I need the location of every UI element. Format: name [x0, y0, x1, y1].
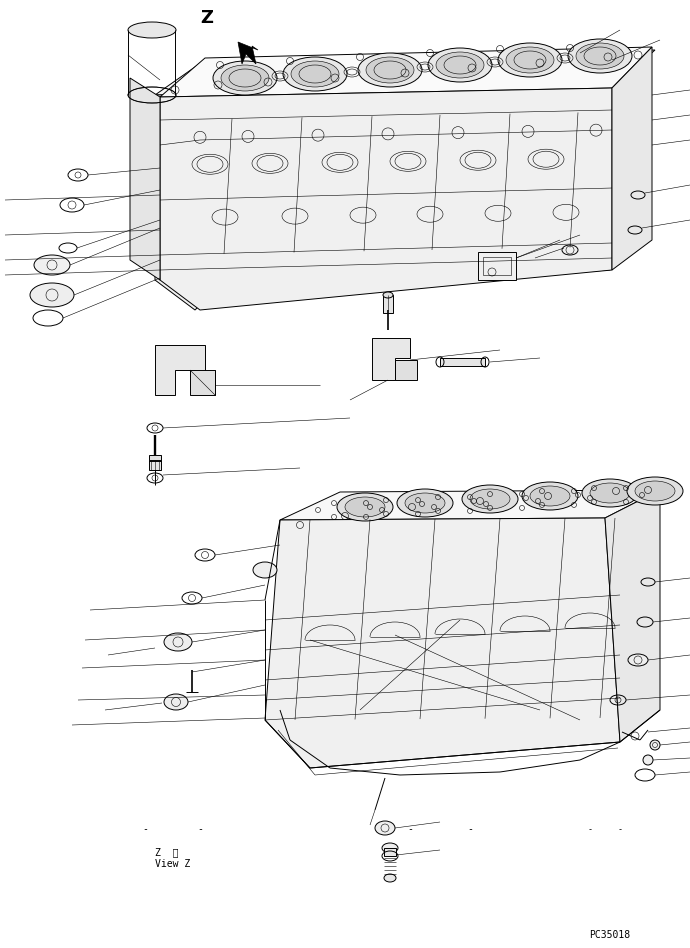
- Ellipse shape: [384, 874, 396, 882]
- Polygon shape: [372, 338, 410, 380]
- Text: -: -: [142, 824, 148, 834]
- Ellipse shape: [405, 493, 445, 513]
- Ellipse shape: [30, 283, 74, 307]
- Polygon shape: [280, 490, 660, 520]
- Text: -: -: [618, 825, 622, 834]
- Ellipse shape: [582, 479, 638, 507]
- Ellipse shape: [635, 481, 675, 501]
- Ellipse shape: [213, 61, 277, 95]
- Polygon shape: [130, 78, 160, 280]
- Ellipse shape: [498, 43, 562, 77]
- Ellipse shape: [428, 48, 492, 82]
- Ellipse shape: [337, 493, 393, 521]
- Bar: [383, 295, 393, 313]
- Polygon shape: [155, 50, 655, 95]
- Circle shape: [650, 740, 660, 750]
- Text: PC35018: PC35018: [589, 930, 630, 940]
- Ellipse shape: [522, 482, 578, 510]
- Ellipse shape: [34, 255, 70, 275]
- Ellipse shape: [397, 489, 453, 517]
- Ellipse shape: [164, 694, 188, 710]
- Bar: [149, 460, 161, 470]
- Polygon shape: [155, 345, 205, 395]
- Ellipse shape: [383, 292, 393, 298]
- Bar: [478, 252, 516, 280]
- Circle shape: [643, 755, 653, 765]
- Polygon shape: [238, 42, 258, 64]
- Polygon shape: [160, 47, 652, 97]
- Ellipse shape: [358, 53, 422, 87]
- Ellipse shape: [436, 52, 484, 78]
- Ellipse shape: [366, 57, 414, 83]
- Ellipse shape: [576, 43, 624, 69]
- Bar: [440, 358, 485, 366]
- Polygon shape: [160, 88, 612, 310]
- Bar: [483, 257, 511, 275]
- Ellipse shape: [627, 477, 683, 505]
- Ellipse shape: [590, 483, 630, 503]
- Ellipse shape: [568, 39, 632, 73]
- Ellipse shape: [470, 489, 510, 509]
- Ellipse shape: [462, 485, 518, 513]
- Polygon shape: [605, 490, 660, 742]
- Text: Z: Z: [201, 9, 213, 27]
- Ellipse shape: [628, 654, 648, 666]
- Ellipse shape: [530, 486, 570, 506]
- Text: Z  覧
View Z: Z 覧 View Z: [155, 847, 190, 868]
- Ellipse shape: [283, 57, 347, 91]
- Text: -: -: [587, 825, 593, 834]
- Ellipse shape: [375, 821, 395, 835]
- Ellipse shape: [253, 562, 277, 578]
- Bar: [384, 848, 396, 856]
- Polygon shape: [155, 90, 610, 310]
- Ellipse shape: [221, 65, 269, 91]
- Text: -: -: [197, 824, 203, 834]
- Polygon shape: [265, 518, 620, 768]
- Text: -: -: [467, 824, 473, 834]
- Ellipse shape: [345, 497, 385, 517]
- Ellipse shape: [128, 22, 176, 38]
- Bar: [149, 455, 161, 461]
- Text: -: -: [407, 824, 413, 834]
- Ellipse shape: [164, 633, 192, 651]
- Ellipse shape: [506, 47, 554, 73]
- Ellipse shape: [382, 843, 398, 853]
- Bar: [190, 370, 215, 395]
- Ellipse shape: [291, 61, 339, 87]
- Polygon shape: [612, 47, 652, 270]
- Bar: [395, 360, 417, 380]
